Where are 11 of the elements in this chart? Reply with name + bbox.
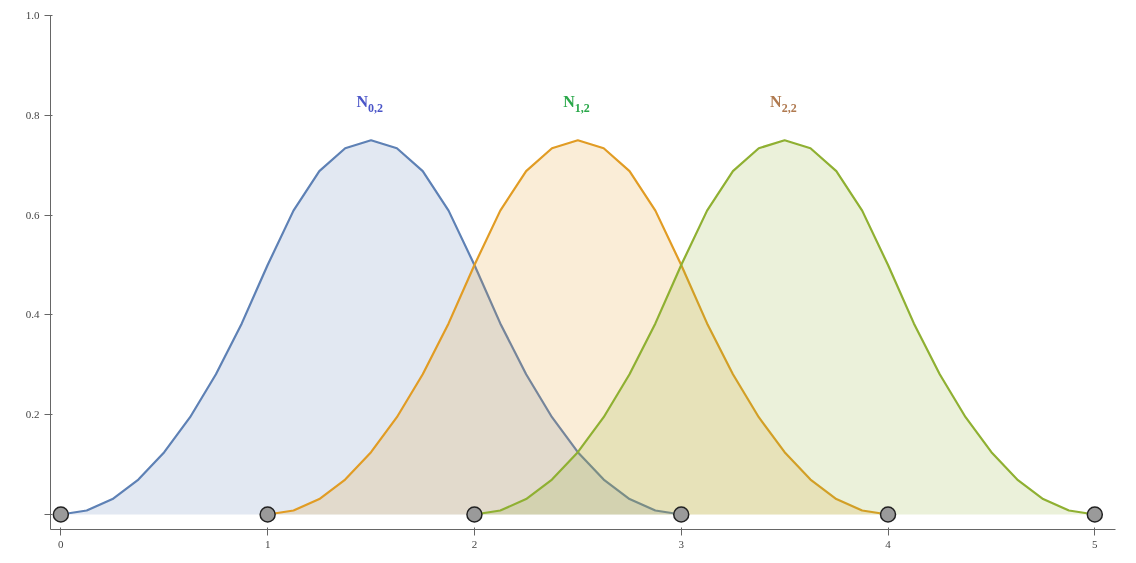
y-tick-label: 0.6 <box>25 208 40 221</box>
y-tick-label: 0.2 <box>25 408 40 421</box>
x-tick-label: 4 <box>885 537 892 550</box>
y-tick-label: 0.4 <box>25 308 40 321</box>
y-tick-label: 0.8 <box>25 108 40 121</box>
x-tick-label: 1 <box>264 537 271 550</box>
y-tick-label: 1.0 <box>25 9 40 21</box>
x-tick-label: 2 <box>471 537 478 550</box>
x-tick-label: 0 <box>58 537 65 550</box>
x-tick-label: 3 <box>678 537 685 550</box>
x-tick-label: 5 <box>1092 537 1099 550</box>
